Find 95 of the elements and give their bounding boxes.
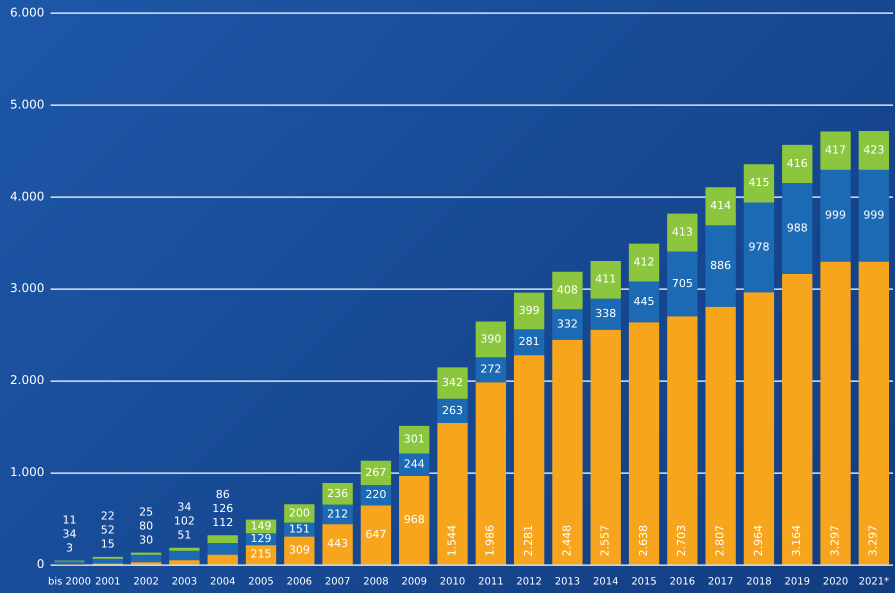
data-label: 267 xyxy=(365,466,386,479)
x-tick-label: 2016 xyxy=(670,576,696,588)
x-tick-label: 2015 xyxy=(631,576,657,588)
data-label: 25 xyxy=(139,505,154,518)
data-label: 413 xyxy=(672,225,693,238)
data-label: 309 xyxy=(288,543,310,556)
data-label: 423 xyxy=(863,143,884,156)
data-label: 417 xyxy=(825,144,846,157)
data-label: 52 xyxy=(100,524,115,537)
data-label: 149 xyxy=(250,519,272,532)
data-label: 1.986 xyxy=(484,524,497,556)
x-tick-label: 2021* xyxy=(858,576,890,588)
data-label: 3.297 xyxy=(828,524,842,556)
x-tick-label: 2010 xyxy=(440,576,466,588)
x-tick-label: 2003 xyxy=(172,576,198,588)
data-label: 399 xyxy=(518,304,540,317)
data-label: 2.281 xyxy=(522,524,535,556)
y-tick-label: 1.000 xyxy=(10,465,44,480)
data-label: 999 xyxy=(863,208,884,222)
data-label: 34 xyxy=(62,527,77,540)
data-label: 408 xyxy=(556,283,578,296)
x-tick-label: bis 2000 xyxy=(48,576,91,588)
data-label: 332 xyxy=(556,317,578,330)
data-label: 415 xyxy=(748,176,770,190)
data-label: 443 xyxy=(327,537,348,550)
data-label: 15 xyxy=(100,538,115,551)
data-label: 11 xyxy=(62,513,77,526)
data-label: 301 xyxy=(404,432,425,446)
x-tick-label: 2019 xyxy=(784,576,810,588)
x-tick-label: 2013 xyxy=(554,576,580,588)
data-label: 244 xyxy=(404,458,425,471)
x-tick-label: 2017 xyxy=(708,576,734,588)
data-label: 1.544 xyxy=(445,524,458,556)
data-label: 886 xyxy=(710,258,732,272)
data-label: 999 xyxy=(825,208,846,222)
data-label: 3.297 xyxy=(866,524,880,556)
data-label: 30 xyxy=(139,533,154,546)
data-label: 80 xyxy=(139,519,154,532)
data-label: 151 xyxy=(288,522,310,536)
data-label: 2.448 xyxy=(560,524,574,556)
x-tick-label: 2006 xyxy=(286,576,312,588)
data-label: 414 xyxy=(710,199,732,212)
y-tick-label: 3.000 xyxy=(10,281,44,296)
y-tick-label: 6.000 xyxy=(10,5,44,20)
data-label: 416 xyxy=(786,156,808,170)
data-label: 212 xyxy=(327,507,348,520)
data-label: 220 xyxy=(365,488,386,502)
data-label: 200 xyxy=(288,506,310,520)
data-label: 102 xyxy=(174,514,195,528)
data-label: 2.703 xyxy=(675,524,688,556)
x-tick-label: 2007 xyxy=(324,576,350,588)
x-tick-label: 2002 xyxy=(133,576,159,588)
data-label: 129 xyxy=(250,532,272,546)
x-tick-label: 2014 xyxy=(593,576,618,588)
data-label: 342 xyxy=(442,376,464,389)
data-label: 34 xyxy=(177,500,192,514)
data-label: 978 xyxy=(748,240,770,254)
x-tick-label: 2008 xyxy=(363,576,389,588)
data-label: 2.807 xyxy=(714,524,726,556)
y-tick-label: 4.000 xyxy=(10,189,44,204)
y-tick-label: 0 xyxy=(36,557,44,572)
data-label: 281 xyxy=(518,335,540,348)
data-label: 445 xyxy=(634,294,655,308)
data-label: 263 xyxy=(442,404,464,417)
y-tick-label: 5.000 xyxy=(10,97,44,112)
x-tick-label: 2004 xyxy=(210,576,236,588)
data-label: 968 xyxy=(404,513,425,526)
data-label: 215 xyxy=(250,548,272,561)
x-tick-label: 2005 xyxy=(248,576,274,588)
x-tick-label: 2011 xyxy=(478,576,504,588)
y-tick-label: 2.000 xyxy=(10,373,44,388)
x-tick-label: 2012 xyxy=(516,576,542,588)
data-label: 236 xyxy=(327,486,348,500)
data-label: 86 xyxy=(216,488,230,502)
data-label: 126 xyxy=(212,502,234,516)
data-label: 411 xyxy=(595,272,616,286)
data-label: 2.638 xyxy=(636,524,650,556)
data-label: 3 xyxy=(66,541,74,554)
data-label: 412 xyxy=(634,255,655,268)
x-tick-label: 2020 xyxy=(822,576,848,588)
data-label: 647 xyxy=(365,528,386,541)
data-label: 705 xyxy=(672,276,693,290)
data-label: 2.557 xyxy=(598,524,612,556)
data-label: 22 xyxy=(100,510,115,523)
data-label: 390 xyxy=(480,332,502,346)
data-label: 338 xyxy=(595,307,616,320)
data-label: 112 xyxy=(212,516,234,530)
x-tick-label: 2001 xyxy=(95,576,121,588)
data-label: 3.164 xyxy=(790,524,804,556)
data-label: 2.964 xyxy=(752,524,765,556)
data-label: 988 xyxy=(786,221,808,234)
x-tick-label: 2018 xyxy=(746,576,772,588)
x-tick-label: 2009 xyxy=(401,576,427,588)
data-label: 51 xyxy=(177,528,192,542)
data-label: 272 xyxy=(480,362,502,376)
